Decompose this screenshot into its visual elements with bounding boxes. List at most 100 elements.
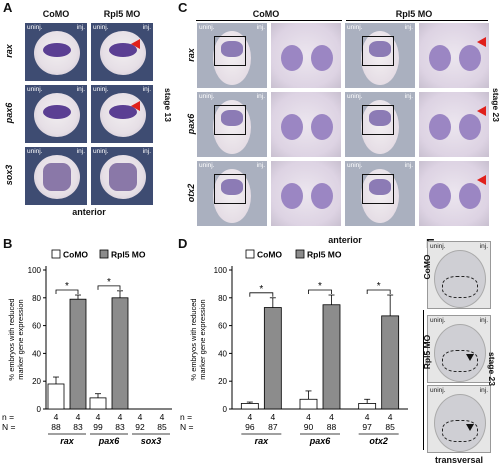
legend-swatch bbox=[295, 249, 305, 259]
panel-e-section-tile: uninj. inj. bbox=[427, 315, 491, 383]
uninjected-side-label: uninj. bbox=[347, 162, 363, 169]
y-tick-label: 20 bbox=[218, 377, 227, 386]
stain-region bbox=[281, 183, 303, 209]
injected-side-label: inj. bbox=[76, 148, 85, 155]
panel-c-row-label-rax: rax bbox=[186, 47, 196, 62]
uninjected-side-label: uninj. bbox=[430, 317, 446, 324]
zoom-box bbox=[214, 174, 246, 204]
N-value: 83 bbox=[73, 422, 83, 432]
uninjected-side-label: uninj. bbox=[199, 162, 215, 169]
arrow-icon bbox=[466, 354, 474, 361]
N-value: 88 bbox=[51, 422, 61, 432]
red-arrow-icon bbox=[477, 106, 486, 116]
y-tick-label: 40 bbox=[218, 349, 227, 358]
significance-bracket bbox=[249, 292, 274, 297]
n-row-label: n = bbox=[2, 412, 14, 422]
y-tick-label: 60 bbox=[218, 322, 227, 331]
n-value: 4 bbox=[329, 412, 334, 422]
panel-a-header-rpl5: Rpl5 MO bbox=[103, 9, 141, 19]
y-tick-label: 20 bbox=[32, 377, 41, 386]
panel-b-label: B bbox=[3, 236, 13, 251]
stain-region bbox=[369, 110, 391, 126]
N-value: 85 bbox=[385, 422, 395, 432]
panel-e-group-rule bbox=[423, 310, 424, 450]
n-value: 4 bbox=[306, 412, 311, 422]
category-label: rax bbox=[255, 436, 270, 446]
injected-side-label: inj. bbox=[404, 162, 413, 169]
stain-region bbox=[311, 114, 333, 140]
panel-a-image-tile: uninj. inj. bbox=[90, 146, 154, 206]
panel-a-row-label-pax6: pax6 bbox=[4, 102, 14, 124]
legend-swatch bbox=[245, 249, 255, 259]
panel-a-bottom-label: anterior bbox=[72, 207, 106, 217]
N-value: 99 bbox=[93, 422, 103, 432]
injected-side-label: inj. bbox=[256, 24, 265, 31]
panel-c-header-como: CoMO bbox=[252, 9, 280, 19]
legend-label: CoMO bbox=[257, 250, 282, 260]
uninjected-side-label: uninj. bbox=[93, 148, 109, 155]
stain-region bbox=[369, 179, 391, 195]
n-value: 4 bbox=[388, 412, 393, 422]
injected-side-label: inj. bbox=[479, 243, 488, 250]
y-tick-label: 80 bbox=[218, 294, 227, 303]
bar bbox=[69, 298, 87, 410]
stain-region bbox=[459, 183, 481, 209]
embryo-image bbox=[361, 100, 399, 154]
panel-e-stage: stage 23 bbox=[487, 351, 497, 387]
bar bbox=[322, 304, 341, 410]
uninjected-side-label: uninj. bbox=[430, 243, 446, 250]
embryo-image bbox=[361, 169, 399, 223]
N-value: 88 bbox=[327, 422, 337, 432]
n-value: 4 bbox=[54, 412, 59, 422]
panel-c-row-label-otx2: otx2 bbox=[186, 183, 196, 202]
n-row-label: n = bbox=[180, 412, 192, 422]
injected-side-label: inj. bbox=[404, 24, 413, 31]
stain-region bbox=[311, 45, 333, 71]
injected-side-label: inj. bbox=[76, 24, 85, 31]
panel-a-header-como: CoMO bbox=[42, 9, 70, 19]
legend-label: Rpl5 MO bbox=[111, 250, 146, 260]
panel-e-bottom-label: transversal bbox=[434, 455, 484, 465]
panel-c-header-rule-right bbox=[346, 20, 488, 21]
N-row-label: N = bbox=[180, 422, 194, 432]
embryo-image bbox=[361, 31, 399, 85]
stain-region bbox=[109, 163, 137, 191]
panel-a-image-tile: uninj. inj. bbox=[24, 84, 88, 144]
red-arrow-icon bbox=[477, 175, 486, 185]
panel-c-zoom-tile bbox=[270, 22, 342, 89]
injected-side-label: inj. bbox=[142, 24, 151, 31]
stain-region bbox=[43, 105, 71, 119]
stain-region bbox=[311, 183, 333, 209]
red-arrow-icon bbox=[131, 101, 140, 111]
significance-bracket bbox=[97, 285, 121, 290]
zoom-box bbox=[362, 174, 394, 204]
section-image bbox=[434, 324, 486, 382]
panel-c-header-rule-left bbox=[196, 20, 342, 21]
panel-a-row-label-sox3: sox3 bbox=[4, 164, 14, 186]
dashed-outline bbox=[442, 276, 478, 298]
injected-side-label: inj. bbox=[142, 148, 151, 155]
stain-region bbox=[459, 45, 481, 71]
stain-region bbox=[429, 114, 451, 140]
embryo-image bbox=[213, 31, 251, 85]
n-value: 4 bbox=[270, 412, 275, 422]
bar bbox=[381, 315, 400, 410]
uninjected-side-label: uninj. bbox=[27, 86, 43, 93]
uninjected-side-label: uninj. bbox=[199, 93, 215, 100]
n-value: 4 bbox=[76, 412, 81, 422]
panel-c-zoom-tile bbox=[270, 91, 342, 158]
uninjected-side-label: uninj. bbox=[93, 86, 109, 93]
section-image bbox=[434, 250, 486, 308]
injected-side-label: inj. bbox=[479, 387, 488, 394]
N-value: 97 bbox=[362, 422, 372, 432]
panel-c-zoom-tile bbox=[418, 22, 490, 89]
significance-star: * bbox=[259, 284, 263, 295]
panel-c-zoom-tile bbox=[270, 160, 342, 227]
panel-c-header-rpl5: Rpl5 MO bbox=[395, 9, 433, 19]
stain-region bbox=[221, 41, 243, 57]
embryo-image bbox=[213, 169, 251, 223]
panel-c-bottom-label: anterior bbox=[328, 235, 362, 245]
zoom-box bbox=[214, 36, 246, 66]
y-tick-label: 0 bbox=[37, 405, 42, 414]
uninjected-side-label: uninj. bbox=[27, 148, 43, 155]
